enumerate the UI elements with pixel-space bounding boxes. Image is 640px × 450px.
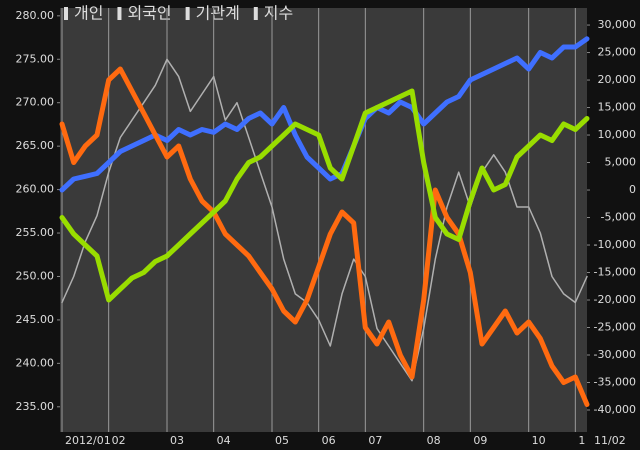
x-tick-label: 09 <box>473 434 487 447</box>
legend-label: 개인 <box>74 4 103 23</box>
y2-tick-label: -40,000 <box>594 403 636 416</box>
x-tick-label: 10 <box>532 434 546 447</box>
y-tick-label: 235.00 <box>16 400 55 413</box>
y2-tick-label: 15,000 <box>598 101 637 114</box>
date-label: 11/02 <box>594 434 626 447</box>
x-tick-label: 05 <box>275 434 289 447</box>
y2-tick-label: 5,000 <box>605 156 637 169</box>
y-tick-label: 280.00 <box>16 9 55 22</box>
x-tick-label: 08 <box>427 434 441 447</box>
y-tick-label: 250.00 <box>16 269 55 282</box>
x-tick-label: 07 <box>368 434 382 447</box>
y-tick-label: 255.00 <box>16 226 55 239</box>
x-tick-label: 04 <box>217 434 231 447</box>
series-line <box>59 36 590 193</box>
y2-tick-label: -25,000 <box>594 321 636 334</box>
legend: 개인 외국인 기관계 지수 <box>64 4 293 23</box>
legend-marker <box>185 7 190 20</box>
y-tick-label: 260.00 <box>16 183 55 196</box>
y2-tick-label: -5,000 <box>601 211 636 224</box>
y2-tick-label: 20,000 <box>598 73 637 86</box>
x-tick-label: 02 <box>112 434 126 447</box>
x-tick-label: 1 <box>578 434 585 447</box>
plot-area <box>60 8 587 432</box>
y2-tick-label: 10,000 <box>598 128 637 141</box>
series-line <box>59 66 590 407</box>
y2-tick-label: 25,000 <box>598 46 637 59</box>
y2-tick-label: 0 <box>629 183 636 196</box>
x-tick-label: 06 <box>322 434 336 447</box>
y-tick-label: 270.00 <box>16 96 55 109</box>
legend-marker <box>64 7 68 20</box>
x-tick-label: 03 <box>170 434 184 447</box>
y2-tick-label: 30,000 <box>598 18 637 31</box>
y-tick-label: 275.00 <box>16 52 55 65</box>
legend-label: 지수 <box>264 4 293 23</box>
y2-tick-label: -10,000 <box>594 238 636 251</box>
series-line <box>59 88 590 303</box>
y2-tick-label: -35,000 <box>594 376 636 389</box>
series-line <box>61 58 588 382</box>
legend-label: 외국인 <box>127 4 171 23</box>
legend-marker <box>253 7 258 20</box>
legend-marker <box>117 7 122 20</box>
y2-tick-label: -30,000 <box>594 348 636 361</box>
legend-label: 기관계 <box>196 4 240 23</box>
x-tick-label: 2012/01 <box>65 434 111 447</box>
y-tick-label: 240.00 <box>16 356 55 369</box>
y2-tick-label: -15,000 <box>594 266 636 279</box>
y-tick-label: 245.00 <box>16 313 55 326</box>
y2-tick-label: -20,000 <box>594 293 636 306</box>
y-tick-label: 265.00 <box>16 139 55 152</box>
